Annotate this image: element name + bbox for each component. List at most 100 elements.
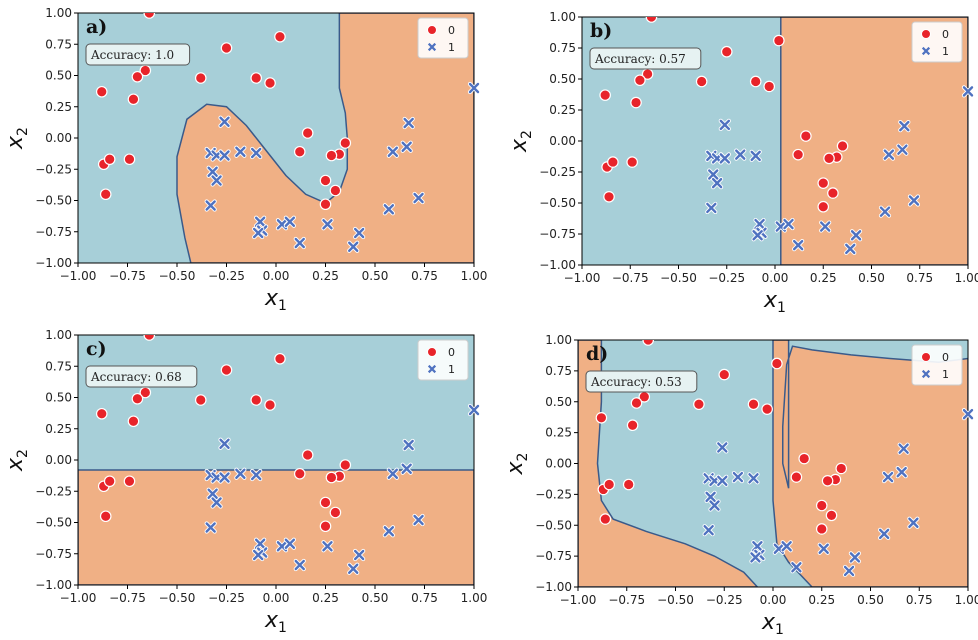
y-axis-label-sub: 2 (519, 130, 535, 139)
legend-marker-class0 (921, 29, 931, 39)
point-class0 (792, 148, 804, 161)
point-class0 (823, 152, 835, 165)
x-tick-label: 0.75 (906, 271, 933, 285)
point-class0 (630, 397, 643, 409)
y-tick-label: 0.50 (45, 391, 72, 405)
point-class1 (348, 241, 359, 252)
point-class1 (252, 227, 264, 239)
point-class1 (883, 149, 895, 160)
y-axis-label-sub: 2 (515, 453, 531, 462)
point-class1 (849, 552, 861, 563)
point-class1 (254, 538, 266, 549)
point-class0 (194, 72, 207, 84)
point-class1 (845, 243, 856, 255)
legend-marker-class1 (427, 364, 437, 374)
point-class0 (131, 70, 144, 83)
y-tick-label: −0.25 (539, 165, 576, 179)
x-tick-label: 0.25 (312, 591, 339, 605)
point-class0 (293, 145, 306, 158)
x-axis-label-sub: 1 (278, 620, 287, 636)
x-tick-label: 0.50 (362, 269, 389, 283)
legend-box (417, 339, 469, 381)
x-tick-label: 0.25 (810, 271, 837, 285)
point-class1 (353, 549, 365, 561)
legend-marker-class0 (427, 347, 437, 357)
point-class0 (319, 496, 332, 509)
point-class0 (773, 34, 785, 47)
y-tick-label: −1.00 (35, 578, 72, 592)
y-tick-label: 0.00 (545, 457, 572, 471)
point-class1 (387, 146, 399, 157)
x-tick-label: 0.50 (362, 591, 389, 605)
y-tick-label: 1.00 (45, 328, 72, 342)
panel-label: d) (586, 343, 608, 365)
y-tick-label: 0.00 (45, 131, 72, 145)
panel-2: −1.00−1.00 −0.75 −0.75 −0.50 −0.50 −0.25 −0.25… (507, 10, 978, 316)
point-class1 (732, 471, 744, 483)
x-tick-label: −0.50 (660, 271, 697, 285)
accuracy-box (585, 370, 698, 393)
point-class1 (207, 488, 218, 499)
point-class1 (219, 438, 230, 449)
y-tick-label: −0.75 (535, 549, 572, 563)
point-class1 (878, 528, 890, 540)
point-class1 (783, 218, 794, 230)
y-tick-label: −0.75 (539, 227, 576, 241)
point-class1 (748, 473, 759, 484)
y-tick-label: 0.00 (45, 453, 72, 467)
point-class1 (962, 86, 974, 97)
y-tick-label: 0.75 (45, 37, 72, 51)
y-tick-label: 0.25 (45, 422, 72, 436)
legend-box (911, 344, 963, 386)
x-tick-label: 0.75 (411, 591, 438, 605)
x-tick-label: −1.00 (60, 269, 97, 283)
x-axis-label-sub: 1 (777, 300, 786, 316)
point-class1 (284, 538, 296, 549)
y-tick-label: −0.25 (35, 484, 72, 498)
y-axis-label: x2 (3, 127, 31, 150)
x-tick-label: 1.00 (955, 593, 978, 607)
legend-label-class1: 1 (942, 368, 949, 381)
x-tick-label: −0.75 (109, 269, 146, 283)
y-tick-label: 0.75 (545, 364, 572, 378)
point-class0 (250, 394, 263, 406)
point-class0 (329, 184, 342, 197)
x-axis-label: x1 (264, 286, 287, 314)
point-class0 (622, 478, 635, 491)
point-class0 (329, 506, 342, 519)
point-class1 (413, 192, 424, 204)
point-class0 (603, 191, 615, 203)
point-class1 (709, 500, 720, 511)
point-class0 (325, 471, 338, 484)
point-class0 (143, 13, 156, 19)
x-tick-label: 0.50 (858, 271, 885, 285)
point-class0 (274, 30, 286, 43)
point-class1 (711, 177, 723, 189)
region-class1 (578, 340, 759, 587)
point-class1 (818, 543, 829, 554)
panel-label: a) (86, 16, 107, 38)
point-class0 (634, 74, 646, 87)
x-tick-label: 1.00 (461, 269, 488, 283)
y-tick-label: −1.00 (35, 256, 72, 270)
point-class1 (908, 195, 920, 206)
point-class0 (319, 198, 332, 211)
point-class1 (294, 559, 305, 571)
x-tick-label: −0.50 (159, 269, 196, 283)
x-tick-label: 0.25 (808, 593, 835, 607)
y-tick-label: 0.25 (45, 100, 72, 114)
point-class0 (319, 174, 332, 187)
point-class1 (899, 120, 910, 132)
point-class1 (752, 230, 763, 241)
point-class0 (607, 156, 619, 168)
point-class0 (99, 510, 112, 523)
point-class0 (827, 187, 839, 199)
point-class1 (896, 466, 907, 478)
point-class0 (264, 399, 276, 411)
point-class1 (322, 219, 333, 230)
panel-1: −1.00−1.00 −0.75 −0.75 −0.50 −0.50 −0.25 −0.25… (3, 6, 487, 314)
point-class1 (717, 442, 728, 453)
point-class1 (908, 517, 919, 528)
point-class1 (383, 526, 395, 537)
